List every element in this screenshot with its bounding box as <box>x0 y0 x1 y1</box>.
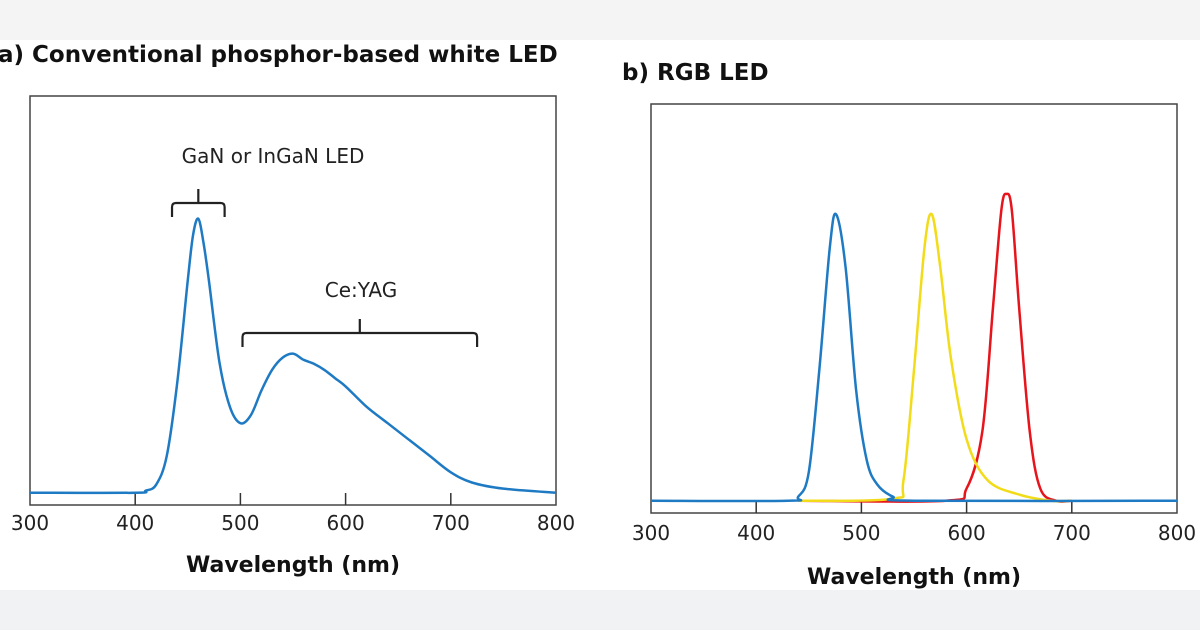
x-tick-label: 500 <box>221 511 259 535</box>
x-tick-label: 700 <box>1053 521 1091 545</box>
x-tick-label: 600 <box>327 511 365 535</box>
annotation-gan: GaN or InGaN LED <box>182 144 365 168</box>
x-tick-label: 600 <box>948 521 986 545</box>
annotation-bracket <box>241 319 479 347</box>
x-tick-label: 300 <box>632 521 670 545</box>
annotation-ceyag: Ce:YAG <box>325 278 398 302</box>
spectrum-line <box>29 217 557 495</box>
bottom-band <box>0 590 1200 630</box>
chart-b-xlabel: Wavelength (nm) <box>807 565 1021 590</box>
x-tick-label: 500 <box>842 521 880 545</box>
plot-frame <box>29 95 557 506</box>
plot-frame <box>650 103 1178 514</box>
top-band <box>0 0 1200 40</box>
x-tick-label: 400 <box>116 511 154 535</box>
annotation-bracket <box>170 189 226 217</box>
chart-a-title: a) Conventional phosphor-based white LED <box>0 42 558 68</box>
x-tick-label: 300 <box>11 511 49 535</box>
x-tick-label: 800 <box>537 511 575 535</box>
x-tick-label: 700 <box>432 511 470 535</box>
spectrum-line <box>798 192 1072 503</box>
spectrum-line <box>798 212 1072 503</box>
chart-b-title: b) RGB LED <box>622 60 769 86</box>
x-tick-label: 800 <box>1158 521 1196 545</box>
spectrum-line <box>650 212 1178 503</box>
chart-a-xlabel: Wavelength (nm) <box>186 553 400 578</box>
x-tick-label: 400 <box>737 521 775 545</box>
